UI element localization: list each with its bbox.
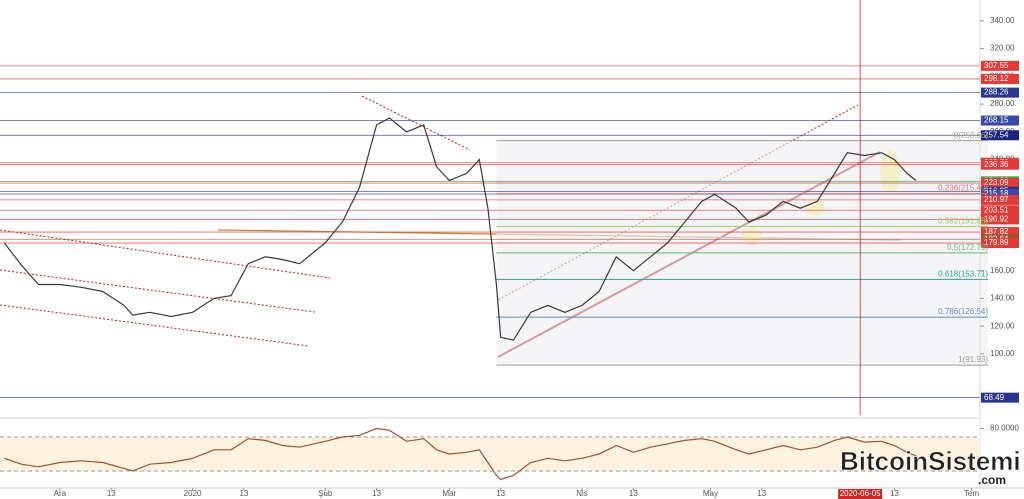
x-tick-label: 13 [107, 489, 116, 498]
fib-label: 0.382(191.88) [938, 217, 988, 226]
level-box [981, 178, 1019, 189]
level-label: 236.36 [984, 160, 1009, 169]
level-box [981, 115, 1019, 126]
level-label: 307.55 [984, 61, 1009, 70]
rsi-line [4, 427, 917, 481]
level-box [981, 159, 1019, 170]
cursor-box [838, 489, 883, 499]
fib-label: 1(91.93) [958, 355, 988, 364]
x-tick-label: Tem [964, 489, 979, 498]
level-box [981, 73, 1019, 84]
x-tick-label: 13 [372, 489, 381, 498]
x-tick-label: Nis [576, 489, 588, 498]
level-label: 68.49 [984, 393, 1005, 402]
level-box [981, 205, 1019, 216]
level-label: 196.92 [984, 215, 1009, 224]
y-tick-label: 280.00 [990, 99, 1015, 108]
level-label: 179.89 [984, 238, 1009, 247]
y-tick-label: 160.00 [990, 266, 1015, 275]
level-label: 268.15 [984, 116, 1009, 125]
y-tick-label: 340.00 [990, 16, 1015, 25]
y-tick-label: 120.00 [990, 321, 1015, 330]
level-box [981, 87, 1019, 98]
x-tick-label: 13 [629, 489, 638, 498]
trend-line [0, 269, 316, 313]
price-line [3, 117, 917, 341]
y-tick-label: 320.00 [990, 44, 1015, 53]
level-label: 288.26 [984, 88, 1009, 97]
level-label: 298.12 [984, 74, 1009, 83]
level-box [981, 189, 1019, 200]
level-box [981, 227, 1019, 238]
x-tick-label: Şub [318, 489, 333, 498]
rsi-tick-label: 80.0000 [990, 424, 1019, 433]
trend-line [361, 95, 471, 151]
fib-label: 0.5(172.79) [947, 243, 988, 252]
level-box [981, 238, 1019, 249]
level-box [981, 392, 1019, 403]
y-tick-label: 140.00 [990, 294, 1015, 303]
level-box [981, 60, 1019, 71]
watermark-suffix: .com [978, 473, 1006, 487]
level-box [981, 130, 1019, 141]
trend-line [0, 229, 331, 279]
watermark: BitcoinSistemi [840, 446, 1021, 476]
x-tick-label: 13 [890, 489, 899, 498]
y-tick-label: 100.00 [990, 349, 1015, 358]
level-label: 215.18 [984, 189, 1009, 198]
level-box [981, 214, 1019, 225]
level-label: 203.51 [984, 205, 1009, 214]
level-label: 187.82 [984, 227, 1009, 236]
level-box [981, 194, 1019, 205]
x-tick-label: 2020 [184, 489, 202, 498]
fib-label: 0.236(215.49) [938, 184, 988, 193]
x-tick-label: 13 [757, 489, 766, 498]
x-tick-label: Ara [54, 489, 67, 498]
x-tick-label: 13 [239, 489, 248, 498]
fib-label: 0.618(153.71) [938, 269, 988, 278]
fib-label: 0(253.66) [954, 131, 989, 140]
level-label: 210.97 [984, 195, 1009, 204]
x-tick-label: 13 [496, 489, 505, 498]
cursor-label: 2020-06-05 [840, 489, 881, 498]
level-label: 257.54 [984, 130, 1009, 139]
level-label: 223.09 [984, 178, 1009, 187]
fib-label: 0.786(126.54) [938, 307, 988, 316]
x-tick-label: May [703, 489, 718, 498]
x-tick-label: Mar [442, 489, 456, 498]
